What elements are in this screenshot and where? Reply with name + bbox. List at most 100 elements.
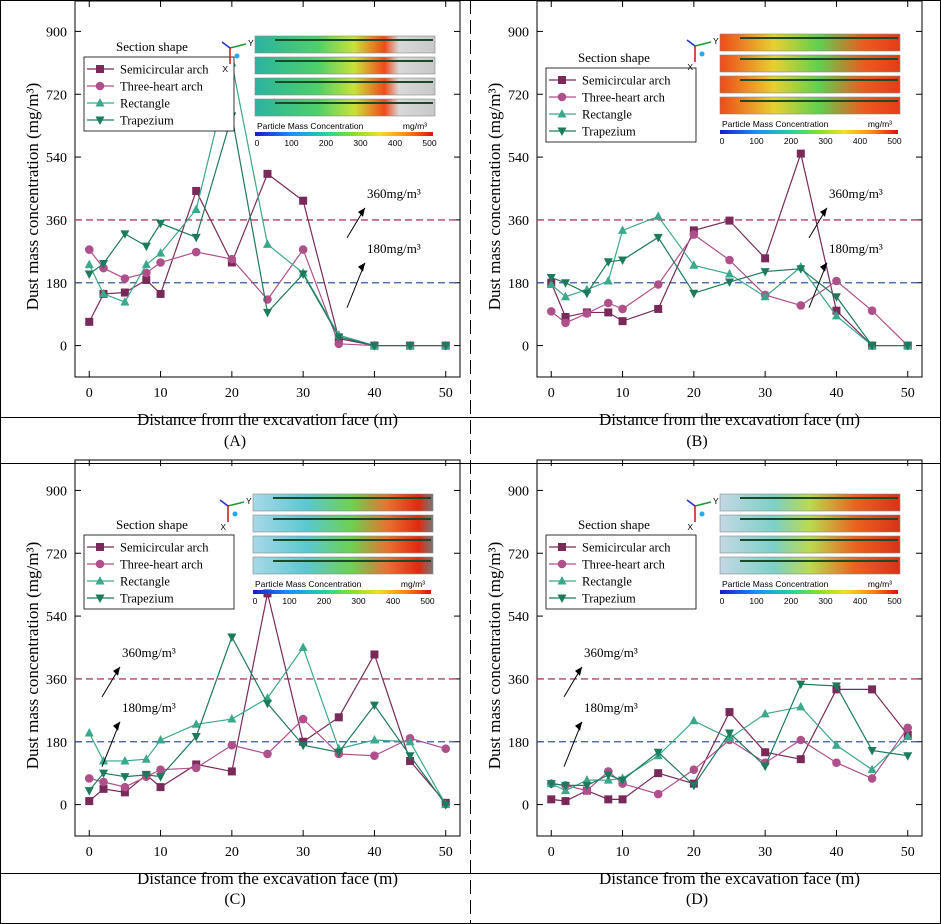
annotation-arrowhead [358, 262, 365, 272]
annotation-arrowhead [113, 666, 120, 676]
data-point-rectangle [405, 736, 415, 746]
annotation-arrowhead [820, 262, 827, 272]
colorbar-tick-label: 100 [749, 136, 763, 146]
data-point-three-heart-arch [227, 740, 237, 750]
legend-title: Section shape [116, 517, 188, 532]
panel-caption: (B) [686, 433, 707, 450]
y-tick-label: 720 [508, 88, 529, 103]
data-point-semicircular-arch [796, 149, 805, 158]
data-point-three-heart-arch [120, 782, 130, 792]
panel-caption: (C) [224, 891, 245, 908]
legend-label-semicircular-arch: Semicircular arch [582, 541, 671, 555]
legend-label-semicircular-arch: Semicircular arch [582, 74, 671, 88]
data-point-trapezium [582, 781, 592, 791]
data-point-trapezium [760, 268, 770, 277]
annotation-arrowhead [575, 666, 582, 676]
data-point-rectangle [546, 279, 556, 288]
data-point-semicircular-arch [725, 708, 734, 717]
data-point-trapezium [653, 233, 663, 243]
tunnel-render [719, 514, 901, 533]
colorbar-tick-label: 0 [720, 136, 725, 146]
legend: Semicircular arch Three-heart arch Rectang… [545, 534, 697, 610]
x-tick-label: 0 [548, 386, 555, 401]
annotation-arrowhead [358, 207, 365, 217]
data-point-three-heart-arch [689, 230, 699, 239]
data-point-rectangle [156, 248, 166, 257]
data-point-rectangle [903, 731, 913, 741]
data-point-trapezium [441, 801, 451, 810]
data-point-trapezium [831, 293, 841, 302]
panel-a: 0 180 360 540 720 900 0 10 20 30 40 50 Distance from… [23, 0, 461, 450]
data-point-semicircular-arch [263, 169, 272, 178]
data-point-rectangle [99, 755, 109, 765]
colorbar-tick-label: 200 [784, 136, 798, 146]
data-point-trapezium [191, 733, 201, 742]
series-line-trapezium [88, 635, 447, 805]
y-tick-label: 900 [46, 484, 67, 499]
data-point-semicircular-arch [618, 317, 627, 326]
y-tick-label: 360 [508, 673, 529, 688]
colorbar-unit: mg/m³ [401, 579, 425, 589]
data-point-trapezium [725, 729, 734, 739]
legend-title: Section shape [578, 50, 650, 65]
axis-triad-x-label: X [687, 62, 693, 72]
tunnel-render [254, 77, 436, 96]
x-tick-label: 40 [829, 386, 843, 401]
data-point-trapezium [561, 781, 571, 791]
plot-frame [536, 459, 923, 837]
tunnel-render [719, 556, 901, 575]
tunnel-render [254, 56, 436, 75]
plot-frame [74, 0, 461, 378]
x-tick-label: 40 [367, 845, 381, 860]
simulation-inset: Y X Particle Mass Concentration mg/m³ 0 100 20… [221, 35, 437, 148]
legend-label-trapezium: Trapezium [120, 114, 174, 128]
plot-frame [74, 459, 461, 837]
data-point-trapezium [582, 289, 592, 299]
data-point-rectangle [263, 239, 272, 248]
legend-label-three-heart-arch: Three-heart arch [582, 558, 666, 572]
data-point-semicircular-arch [796, 755, 805, 764]
legend-label-trapezium: Trapezium [120, 592, 174, 606]
data-point-rectangle [120, 755, 130, 765]
x-tick-label: 50 [439, 386, 453, 401]
legend-label-semicircular-arch: Semicircular arch [120, 541, 209, 555]
colorbar-tick-label: 0 [253, 596, 258, 606]
data-point-semicircular-arch [654, 304, 663, 313]
axis-triad-y-label: Y [248, 38, 254, 48]
colorbar-tick-label: 300 [353, 138, 367, 148]
legend-marker-semicircular-arch [558, 543, 566, 551]
data-point-trapezium [546, 274, 556, 283]
axis-triad-y-label: Y [713, 496, 719, 506]
tunnel-render [254, 98, 436, 117]
data-point-semicircular-arch [654, 769, 663, 778]
data-point-trapezium [141, 771, 151, 780]
data-point-semicircular-arch [156, 289, 165, 298]
data-point-trapezium [405, 752, 415, 761]
data-point-rectangle [141, 259, 151, 269]
x-axis-label: Distance from the excavation face (m) [599, 869, 860, 888]
colorbar-tick-label: 500 [420, 596, 434, 606]
panel-caption: (A) [224, 433, 246, 450]
data-point-three-heart-arch [867, 306, 877, 315]
colorbar-unit: mg/m³ [868, 579, 892, 589]
data-point-three-heart-arch [298, 714, 308, 724]
y-tick-label: 0 [522, 340, 529, 355]
threshold-annotation-360: 360mg/m³ [101, 645, 176, 698]
legend-marker-semicircular-arch [558, 76, 566, 84]
data-point-three-heart-arch [653, 789, 663, 799]
data-point-rectangle [156, 735, 166, 744]
data-point-trapezium [689, 781, 699, 791]
legend-title: Section shape [116, 39, 188, 54]
data-point-rectangle [227, 714, 237, 723]
data-point-trapezium [263, 308, 272, 318]
data-point-three-heart-arch [120, 274, 130, 283]
tunnel-render [254, 35, 436, 54]
data-point-three-heart-arch [903, 723, 913, 733]
y-tick-label: 540 [508, 151, 529, 166]
data-point-trapezium [120, 230, 130, 239]
y-tick-label: 720 [46, 88, 67, 103]
data-point-semicircular-arch [725, 216, 734, 225]
data-point-three-heart-arch [561, 318, 570, 328]
data-point-semicircular-arch [618, 795, 627, 804]
simulation-inset: Y X Particle Mass Concentration mg/m³ 0 100 20… [686, 493, 902, 606]
